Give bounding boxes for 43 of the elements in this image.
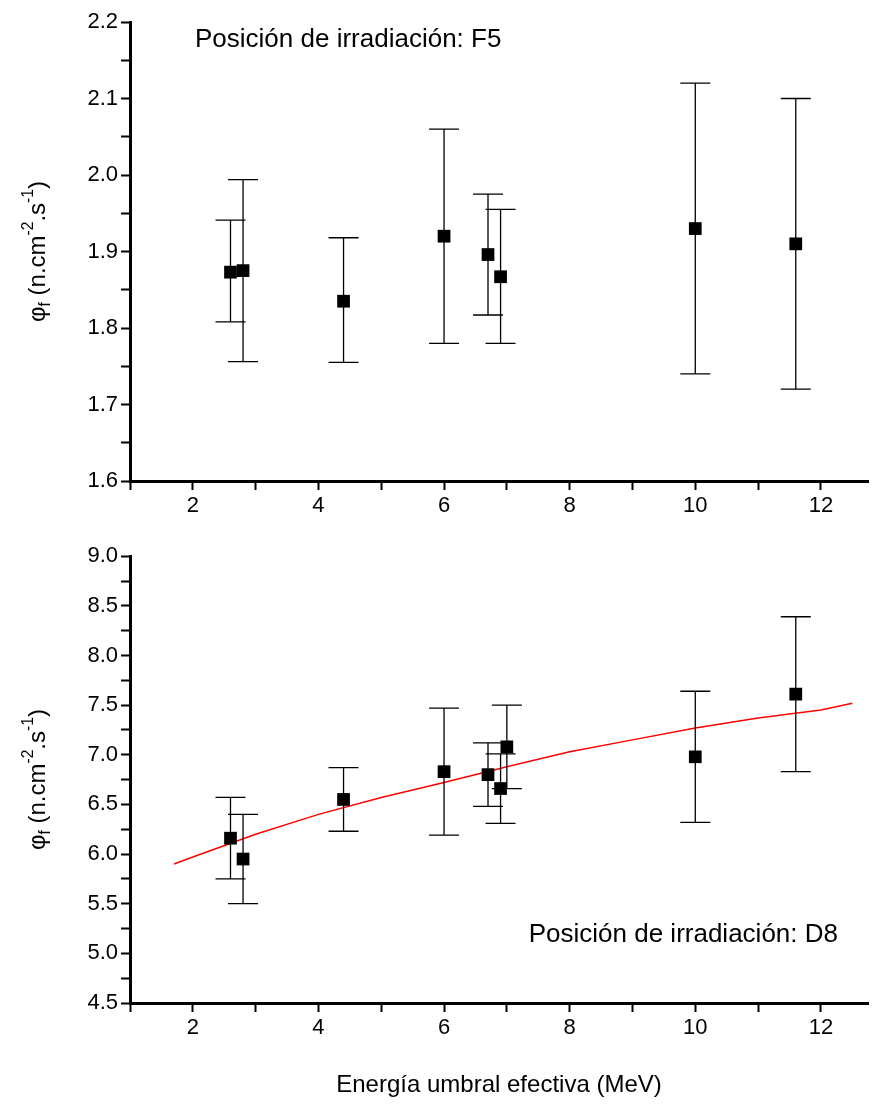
x-tick-label: 6 [437,492,451,518]
y-tick-label: 1.6 [87,467,118,493]
y-tick-label: 1.7 [87,390,118,416]
x-axis-title: Energía umbral efectiva (MeV) [336,1069,662,1097]
point [494,270,507,284]
x-tick-label: 10 [683,1014,708,1040]
y-tick-label: 5.0 [87,939,118,965]
y-axis-title: φf (n.cm-2.s-1) [18,709,53,851]
x-tick-label: 6 [437,1014,451,1040]
x-tick-label: 10 [683,492,708,518]
y-tick-label: 2.1 [87,84,118,110]
point [224,831,237,845]
y-tick-label: 1.8 [87,314,118,340]
point [337,294,350,308]
point [224,265,237,279]
y-tick-label: 2.2 [87,8,118,34]
y-axis-title: φf (n.cm-2.s-1) [18,181,53,322]
y-tick-label: 8.0 [87,641,118,667]
y-tick-label: 5.5 [87,889,118,915]
y-tick-label: 7.5 [87,691,118,717]
annotation: Posición de irradiación: D8 [528,918,838,949]
point [337,793,350,806]
y-tick-label: 9.0 [87,542,118,568]
x-tick-label: 12 [808,1014,834,1040]
y-tick-label: 6.0 [87,840,118,866]
y-tick-label: 4.5 [87,989,118,1015]
y-tick-label: 7.0 [87,740,118,766]
point [789,237,803,251]
x-tick-label: 8 [563,492,576,518]
point [688,750,702,764]
x-tick-label: 4 [312,1014,325,1040]
annotation: Posición de irradiación: F5 [195,23,502,54]
y-tick-label: 1.9 [87,237,118,263]
x-tick-label: 4 [312,492,325,518]
y-tick-label: 8.5 [87,591,118,617]
x-tick-label: 2 [186,1014,199,1040]
point [789,687,803,701]
y-tick-label: 6.5 [87,790,118,816]
point [688,222,702,235]
x-tick-label: 2 [186,492,199,518]
y-tick-label: 2.0 [87,161,118,187]
x-tick-label: 12 [808,492,834,518]
x-tick-label: 8 [563,1014,576,1040]
